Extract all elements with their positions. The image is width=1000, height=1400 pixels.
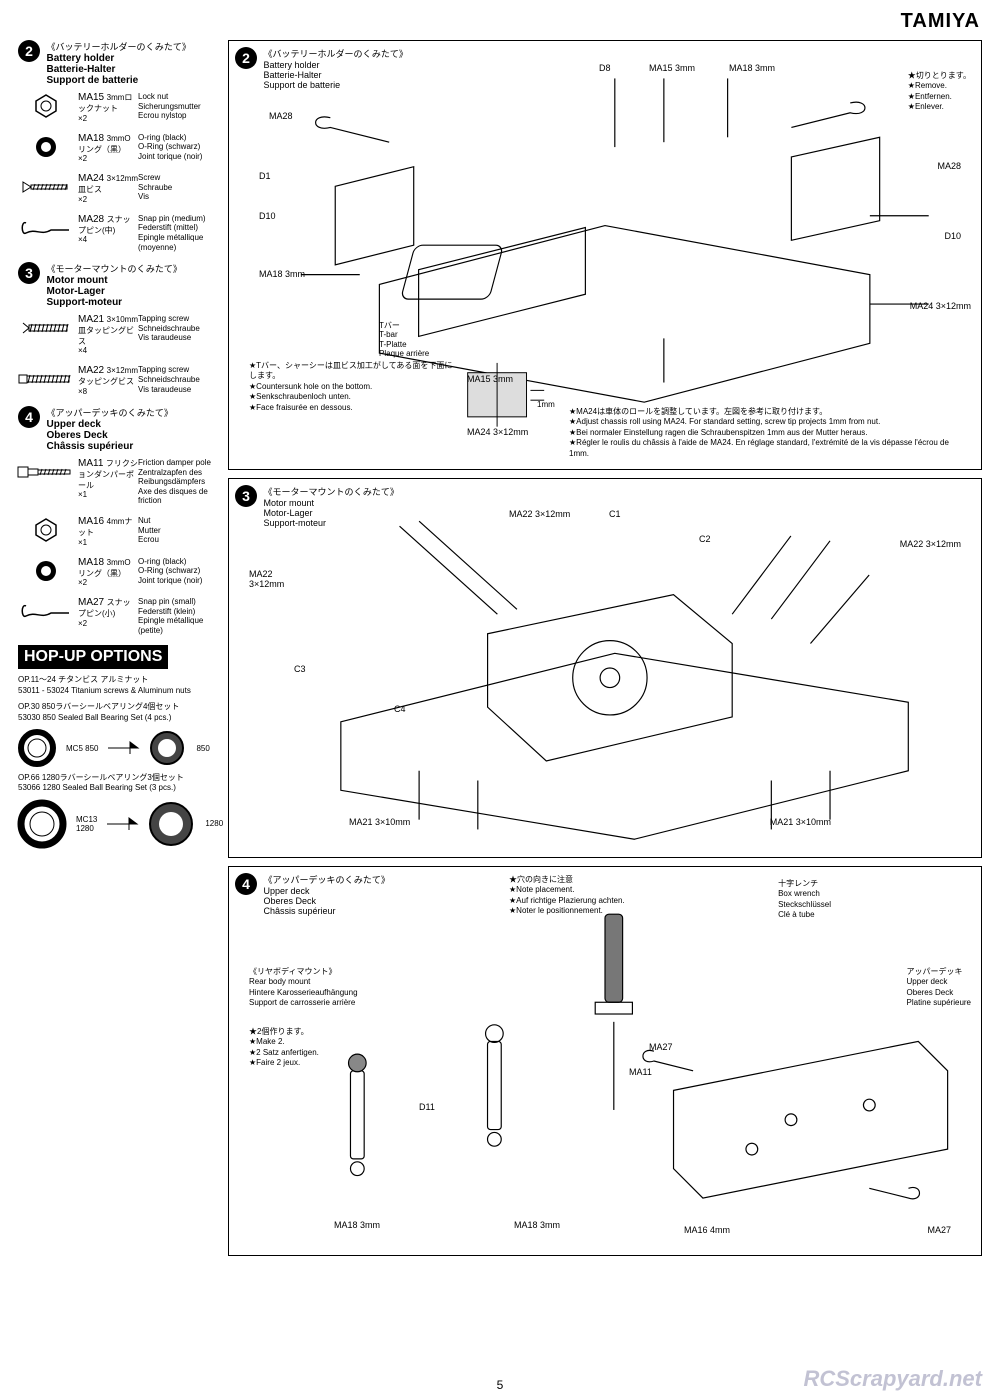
hopup-banner: HOP-UP OPTIONS [18,645,168,669]
callout-d11: D11 [419,1102,435,1112]
part-ma28: MA28 スナップピン(中) ×4 Snap pin (medium)Feder… [18,214,218,252]
panel-3: 3 《モーターマウントのくみたて》 Motor mount Motor-Lage… [228,478,982,858]
part-ma11: MA11 フリクションダンパーポール ×1 Friction damper po… [18,458,218,506]
step4-de: Oberes Deck [47,430,173,441]
panel-2: 2 《バッテリーホルダーのくみたて》 Battery holder Batter… [228,40,982,470]
part-ma18: MA18 3mmOリング（黒） ×2 O-ring (black)O-Ring … [18,133,218,164]
callout-ma18a: MA18 3mm [334,1220,380,1230]
callout-ma18b: MA18 3mm [514,1220,560,1230]
watermark: RCScrapyard.net [803,1366,982,1392]
flat-note: ★Tバー、シャーシーは皿ビス加工がしてある面を下面にします。★Countersu… [249,361,459,413]
part-ma22: MA22 3×12mmタッピングビス ×8 Tapping screwSchne… [18,365,218,396]
rearbody-label: 《リヤボディマウント》Rear body mount Hintere Karos… [249,967,358,1009]
step4-fr: Châssis supérieur [47,441,173,452]
part-icon [18,516,74,544]
callout-d1: D1 [259,171,271,181]
callout-c2: C2 [699,534,711,544]
part-ma15: MA15 3mmロックナット ×2 Lock nutSicherungsmutt… [18,92,218,123]
step3-de: Motor-Lager [47,286,182,297]
step4-jp: 《アッパーデッキのくみたて》 [47,406,173,419]
step3-fr: Support-moteur [47,297,182,308]
bearing-to-icon [148,729,186,767]
arrow-icon [108,742,138,754]
bearing-to-icon [147,800,195,848]
callout-d10l: D10 [259,211,276,221]
hopup-section: HOP-UP OPTIONS OP.11～24 チタンビス アルミナット 530… [18,645,218,847]
callout-d10r: D10 [944,231,961,241]
part-icon [18,458,74,486]
bearing-from-icon [18,729,56,767]
instruction-page: TAMIYA 2 《バッテリーホルダーのくみたて》 Battery holder… [0,0,1000,1400]
step2-en: Battery holder [47,53,191,64]
bearing-row-a: MC5 850 850 [18,729,218,767]
part-icon [18,597,74,625]
callout-c1: C1 [609,509,621,519]
wrench-label: 十字レンチBox wrench SteckschlüsselClé à tube [778,879,831,921]
callout-ma28r: MA28 [937,161,961,171]
panel-4: 4 《アッパーデッキのくみたて》 Upper deck Oberes Deck … [228,866,982,1256]
step4-en: Upper deck [47,419,173,430]
callout-ma27b: MA27 [927,1225,951,1235]
callout-ma22tl: MA22 3×12mm [509,509,570,519]
bearing-row-b: MC13 1280 1280 [18,800,218,848]
callout-ma22l: MA22 3×12mm [249,569,284,589]
parts-sidebar: 2 《バッテリーホルダーのくみたて》 Battery holder Batter… [18,40,218,854]
step2-header: 2 《バッテリーホルダーのくみたて》 Battery holder Batter… [18,40,218,86]
part-icon [18,173,74,201]
part-icon [18,557,74,585]
upperdeck-label: アッパーデッキUpper deck Oberes DeckPlatine sup… [907,967,971,1009]
callout-ma16: MA16 4mm [684,1225,730,1235]
hopup-item-3: OP.66 1280ラバーシールベアリング3個セット 53066 1280 Se… [18,773,218,794]
part-icon [18,314,74,342]
callout-ma18l: MA18 3mm [259,269,305,279]
tbar-labels: Tバー T-barT-PlattePlaque arrière [379,321,429,359]
arrow-icon [107,818,137,830]
part-icon [18,92,74,120]
callout-ma28l: MA28 [269,111,293,121]
callout-ma24r: MA24 3×12mm [910,301,971,311]
make2-note: ★2個作ります。★Make 2. ★2 Satz anfertigen.★Fai… [249,1027,319,1069]
step4-badge: 4 [18,406,40,428]
brand-label: TAMIYA [901,10,980,33]
adjust-note: ★MA24は車体のロールを調整しています。左図を参考に取り付けます。★Adjus… [569,407,971,459]
part-ma16: MA16 4mmナット ×1 NutMutterEcrou [18,516,218,547]
step2-fr: Support de batterie [47,75,191,86]
step3-badge: 3 [18,262,40,284]
hopup-item-1: OP.11～24 チタンビス アルミナット 53011 - 53024 Tita… [18,675,218,696]
callout-ma27a: MA27 [649,1042,673,1052]
hopup-item-2: OP.30 850ラバーシールベアリング4個セット 53030 850 Seal… [18,702,218,723]
page-number: 5 [497,1378,504,1392]
step3-header: 3 《モーターマウントのくみたて》 Motor mount Motor-Lage… [18,262,218,308]
part-icon [18,214,74,242]
callout-c3: C3 [294,664,306,674]
callout-ma11: MA11 [629,1067,652,1077]
callout-ma21bl: MA21 3×10mm [349,817,410,827]
part-icon [18,365,74,393]
callout-d8: D8 [599,63,611,73]
part-ma21: MA21 3×10mm皿タッピングビス ×4 Tapping screwSchn… [18,314,218,355]
callout-c4: C4 [394,704,406,714]
step4-header: 4 《アッパーデッキのくみたて》 Upper deck Oberes Deck … [18,406,218,452]
diagram-column: 2 《バッテリーホルダーのくみたて》 Battery holder Batter… [228,40,982,1264]
callout-ma21br: MA21 3×10mm [770,817,831,827]
step3-en: Motor mount [47,275,182,286]
part-ma27: MA27 スナップピン(小) ×2 Snap pin (small)Feders… [18,597,218,635]
diagram-4 [237,875,973,1247]
step2-jp: 《バッテリーホルダーのくみたて》 [47,40,191,53]
step2-badge: 2 [18,40,40,62]
remove-note: ★切りとります。★Remove. ★Entfernen.★Enlever. [908,71,971,113]
callout-ma22tr: MA22 3×12mm [900,539,961,549]
placement-note: ★穴の向きに注意★Note placement. ★Auf richtige P… [509,875,625,917]
part-ma24: MA24 3×12mm皿ビス ×2 ScrewSchraubeVis [18,173,218,204]
bearing-from-icon [18,800,66,848]
part-ma18: MA18 3mmOリング（黒） ×2 O-ring (black)O-Ring … [18,557,218,588]
step3-jp: 《モーターマウントのくみたて》 [47,262,182,275]
callout-ma15: MA15 3mm [649,63,695,73]
diagram-3 [237,487,973,849]
part-icon [18,133,74,161]
callout-ma18t: MA18 3mm [729,63,775,73]
step2-de: Batterie-Halter [47,64,191,75]
